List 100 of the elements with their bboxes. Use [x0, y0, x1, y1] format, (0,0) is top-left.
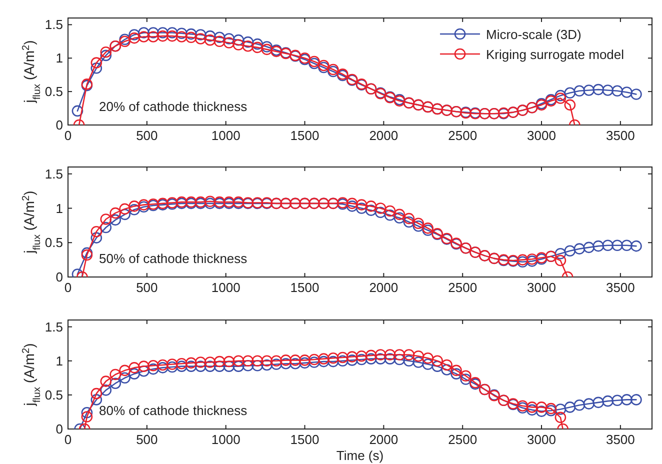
point: [602, 84, 614, 96]
x-tick-label: 2000: [369, 432, 398, 447]
point: [432, 355, 443, 367]
point: [176, 31, 188, 42]
point: [308, 356, 320, 368]
point: [403, 216, 415, 228]
point: [252, 38, 264, 50]
point: [232, 34, 244, 46]
point: [394, 212, 406, 224]
point: [516, 400, 528, 412]
point: [252, 360, 264, 372]
point: [526, 256, 538, 267]
point: [346, 354, 358, 366]
x-tick-label: 1000: [211, 280, 240, 295]
point: [194, 356, 206, 368]
point: [318, 353, 330, 364]
x-tick-label: 3500: [606, 280, 635, 295]
x-tick-label: 500: [136, 280, 158, 295]
point: [374, 202, 386, 214]
point: [602, 240, 614, 252]
point: [100, 46, 112, 58]
point: [185, 28, 197, 40]
point: [394, 349, 406, 360]
point: [450, 368, 462, 380]
point: [328, 352, 339, 364]
point: [554, 90, 566, 102]
point: [536, 402, 548, 413]
x-tick-label: 1500: [290, 432, 320, 447]
point: [374, 349, 386, 360]
point: [242, 360, 254, 372]
point: [336, 352, 348, 364]
point: [232, 39, 244, 50]
point: [138, 360, 150, 372]
point: [204, 30, 216, 42]
point: [536, 406, 548, 417]
point: [441, 359, 452, 371]
y-tick-label: 0: [56, 118, 63, 132]
point: [148, 27, 159, 38]
point: [90, 394, 102, 406]
y-tick-label: 1.5: [44, 17, 63, 32]
x-tick-label: 500: [136, 128, 158, 143]
y-tick-label: 1: [56, 353, 63, 368]
point: [214, 356, 226, 368]
point: [630, 240, 642, 252]
point: [403, 212, 415, 224]
point: [554, 92, 566, 104]
annotation: 80% of cathode thickness: [99, 403, 248, 418]
point: [403, 349, 415, 360]
point: [308, 354, 320, 366]
point: [166, 358, 178, 370]
point: [365, 350, 377, 362]
point: [176, 358, 188, 370]
point: [422, 352, 434, 364]
point: [252, 42, 264, 54]
point: [574, 243, 586, 254]
point: [564, 99, 576, 111]
point: [384, 349, 396, 360]
point: [554, 412, 566, 424]
point: [574, 85, 586, 97]
point: [583, 84, 595, 96]
point: [90, 232, 102, 244]
point: [185, 32, 197, 44]
point: [412, 220, 424, 232]
point: [110, 207, 121, 219]
point: [412, 218, 424, 230]
point: [138, 199, 150, 210]
point: [90, 57, 102, 68]
point: [138, 365, 150, 377]
point: [223, 33, 235, 44]
point: [516, 402, 528, 414]
point: [81, 407, 93, 418]
y-tick-label: 1.5: [44, 319, 63, 334]
point: [621, 240, 632, 252]
point: [526, 402, 538, 413]
point: [100, 214, 112, 225]
point: [270, 355, 282, 367]
point: [148, 363, 159, 375]
point: [204, 34, 216, 46]
point: [261, 41, 273, 52]
y-tick-label: 0: [56, 270, 63, 284]
x-tick-label: 2500: [448, 280, 478, 295]
point: [100, 50, 112, 62]
point: [100, 222, 112, 234]
point: [516, 254, 528, 266]
x-tick-label: 3500: [606, 128, 635, 143]
point: [328, 356, 339, 368]
point: [403, 355, 415, 367]
point: [214, 36, 226, 48]
point: [394, 208, 406, 220]
point: [612, 394, 623, 406]
point: [280, 354, 292, 366]
x-tick-label: 3500: [606, 432, 635, 447]
point: [290, 354, 301, 366]
point: [119, 372, 130, 384]
point: [365, 204, 377, 216]
point: [630, 88, 642, 100]
point: [564, 87, 576, 99]
point: [602, 395, 614, 407]
point: [412, 350, 424, 362]
point: [621, 86, 632, 98]
